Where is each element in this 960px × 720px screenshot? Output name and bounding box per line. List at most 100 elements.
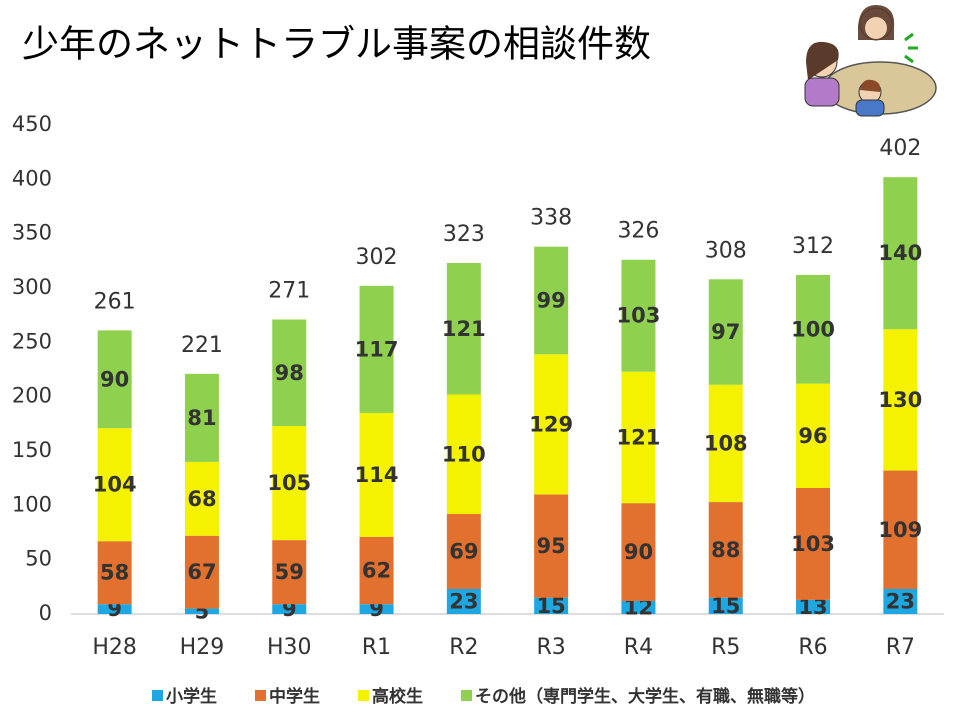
y-tick-label: 150	[12, 438, 52, 462]
bar-segment	[359, 604, 394, 614]
total-label: 308	[705, 238, 747, 263]
value-label: 110	[442, 442, 486, 466]
legend-swatch	[152, 690, 163, 701]
bar-segment	[534, 246, 569, 355]
legend-label: 中学生	[269, 686, 320, 707]
value-label: 59	[275, 560, 304, 584]
bar-segment	[621, 371, 656, 504]
bar-segment	[184, 373, 219, 462]
y-tick-label: 200	[12, 384, 52, 408]
value-label: 114	[355, 463, 399, 487]
bar-segment	[184, 608, 219, 614]
value-label: 96	[798, 424, 827, 448]
total-label: 338	[530, 206, 572, 231]
value-label: 105	[267, 471, 311, 495]
value-label: 81	[187, 406, 216, 430]
value-label: 23	[886, 590, 915, 614]
legend-label: その他（専門学生、大学生、有職、無職等）	[475, 686, 815, 707]
bar-segment	[272, 540, 307, 605]
x-tick-label: R4	[624, 635, 653, 660]
bar-segment	[883, 470, 918, 590]
legend-label: 小学生	[166, 686, 217, 707]
bar-segment	[446, 514, 481, 590]
legend-swatch	[461, 690, 472, 701]
chart-title: 少年のネットトラブル事案の相談件数	[22, 23, 651, 66]
bar-segment	[272, 319, 307, 427]
value-label: 100	[791, 317, 835, 341]
value-label: 67	[187, 560, 216, 584]
bar-segment	[359, 412, 394, 537]
total-label: 326	[617, 219, 659, 244]
bar-segment	[621, 600, 656, 614]
x-tick-label: H28	[92, 635, 137, 660]
value-label: 130	[878, 388, 922, 412]
bar-segment	[708, 384, 743, 503]
bar-segment	[184, 535, 219, 609]
value-label: 69	[449, 540, 478, 564]
value-label: 104	[93, 473, 137, 497]
y-tick-label: 350	[12, 221, 52, 245]
bar-segment	[621, 259, 656, 372]
y-tick-label: 250	[12, 329, 52, 353]
y-tick-label: 100	[12, 492, 52, 516]
y-tick-label: 400	[12, 166, 52, 190]
x-tick-label: R6	[798, 635, 827, 660]
legend-swatch	[358, 690, 369, 701]
bar-segment	[272, 426, 307, 541]
legend-swatch	[255, 690, 266, 701]
value-label: 23	[449, 590, 478, 614]
bar-segment	[796, 274, 831, 384]
x-tick-label: R5	[711, 635, 740, 660]
value-label: 98	[275, 361, 304, 385]
bar-segment	[359, 285, 394, 413]
value-label: 58	[100, 561, 129, 585]
value-label: 121	[442, 317, 486, 341]
bar-segment	[359, 536, 394, 605]
bar-segment	[534, 354, 569, 495]
total-label: 271	[268, 279, 310, 304]
total-label: 302	[356, 245, 398, 270]
value-label: 103	[617, 304, 661, 328]
bar-segment	[97, 330, 132, 429]
bar-segment	[97, 428, 132, 542]
bar-segment	[97, 541, 132, 605]
x-tick-label: H29	[180, 635, 225, 660]
bar-segment	[446, 394, 481, 515]
bar-segment	[184, 461, 219, 536]
value-label: 68	[187, 487, 216, 511]
bar-segment	[534, 494, 569, 598]
bar-segment	[796, 599, 831, 614]
bar-segment	[883, 177, 918, 330]
bar-segment	[796, 487, 831, 600]
bar-segment	[708, 279, 743, 385]
value-label: 108	[704, 431, 748, 455]
total-label: 261	[94, 289, 136, 314]
value-label: 121	[617, 425, 661, 449]
total-label: 221	[181, 333, 223, 358]
total-label: 323	[443, 222, 485, 247]
value-label: 129	[529, 412, 573, 436]
y-tick-label: 0	[39, 601, 52, 625]
y-tick-label: 300	[12, 275, 52, 299]
x-tick-label: R7	[886, 635, 915, 660]
value-label: 97	[711, 320, 740, 344]
bar-segment	[708, 502, 743, 598]
value-label: 103	[791, 532, 835, 556]
y-tick-label: 50	[25, 547, 52, 571]
bar-segment	[708, 597, 743, 614]
bar-segment	[621, 503, 656, 601]
x-tick-label: R1	[362, 635, 391, 660]
value-label: 90	[100, 367, 129, 391]
value-label: 15	[711, 594, 740, 618]
x-tick-label: R3	[537, 635, 566, 660]
bar-segment	[883, 589, 918, 614]
bar-segment	[97, 604, 132, 614]
bar-segment	[272, 604, 307, 614]
value-label: 140	[878, 241, 922, 265]
value-label: 117	[355, 337, 399, 361]
x-tick-label: H30	[267, 635, 312, 660]
illustration	[804, 4, 937, 117]
total-label: 402	[879, 136, 921, 161]
bar-segment	[534, 597, 569, 614]
